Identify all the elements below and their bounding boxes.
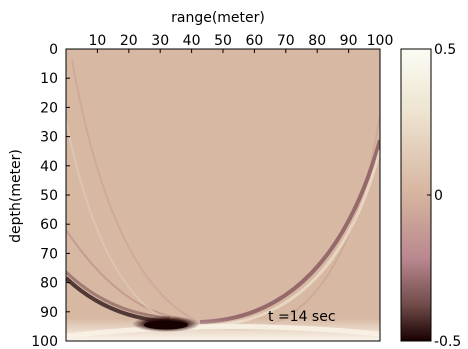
y-tick-label: 50 [40, 188, 58, 204]
x-tick-label: 90 [340, 33, 358, 49]
x-tick-label: 80 [308, 33, 326, 49]
colorbar-ticks: 0.5 0 -0.5 [427, 42, 461, 349]
y-axis-label: depth(meter) [8, 149, 24, 243]
y-tick-label: 60 [40, 217, 58, 233]
colorbar-tick-label: -0.5 [434, 334, 461, 349]
seabed-bright-arc [66, 323, 380, 339]
colorbar-tick-label: 0.5 [434, 42, 456, 58]
x-tick-label: 10 [88, 33, 106, 49]
focus-dark-core [144, 320, 188, 330]
x-axis-label: range(meter) [171, 10, 265, 26]
wavefront-faint-arc [66, 229, 181, 319]
y-tick-label: 40 [40, 159, 58, 175]
y-tick-label: 20 [40, 100, 58, 116]
colorbar [400, 48, 432, 342]
y-axis-ticks: 0 10 20 30 40 50 60 70 80 90 100 [31, 42, 70, 349]
colorbar-tick-label: 0 [434, 188, 443, 204]
x-tick-label: 100 [367, 33, 394, 49]
y-tick-label: 10 [40, 71, 58, 87]
y-tick-label: 70 [40, 246, 58, 262]
y-tick-label: 0 [49, 42, 58, 58]
x-axis-ticks: 10 20 30 40 50 60 70 80 90 100 [88, 33, 393, 53]
wavefront-main-arc [199, 139, 380, 324]
y-tick-label: 100 [31, 334, 58, 349]
x-tick-label: 60 [245, 33, 263, 49]
y-tick-label: 30 [40, 130, 58, 146]
heatmap-background [66, 49, 380, 341]
y-tick-label: 80 [40, 276, 58, 292]
x-tick-label: 50 [214, 33, 232, 49]
x-tick-label: 40 [183, 33, 201, 49]
time-annotation: t =14 sec [268, 309, 336, 325]
wavefront-faint-arc [66, 119, 171, 323]
x-tick-label: 20 [120, 33, 138, 49]
x-tick-label: 70 [277, 33, 295, 49]
heatmap-plot-area [66, 49, 380, 341]
y-tick-label: 90 [40, 305, 58, 321]
x-tick-label: 30 [151, 33, 169, 49]
